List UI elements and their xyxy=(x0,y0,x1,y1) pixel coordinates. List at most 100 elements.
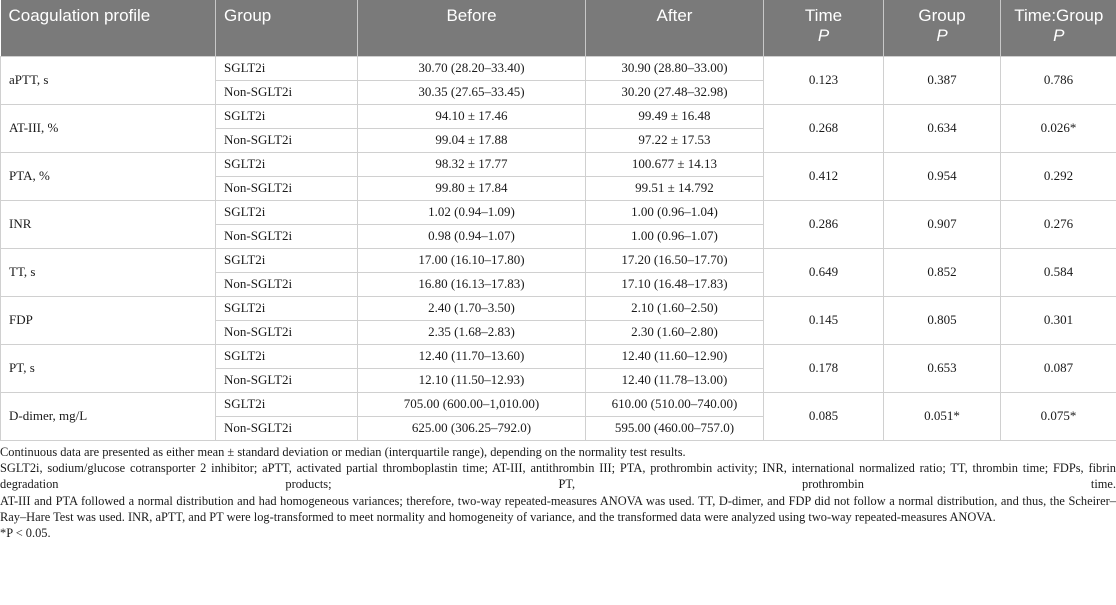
cell-after: 610.00 (510.00–740.00) xyxy=(585,391,764,417)
cell-group: Non-SGLT2i xyxy=(215,367,358,393)
cell-profile: PT, s xyxy=(0,343,216,393)
table-row: Non-SGLT2i 16.80 (16.13–17.83) 17.10 (16… xyxy=(1,271,1116,297)
header-group: Group xyxy=(215,0,358,56)
cell-group-p: 0.634 xyxy=(883,103,1001,153)
cell-interaction-p: 0.075* xyxy=(1000,391,1116,441)
cell-before: 705.00 (600.00–1,010.00) xyxy=(357,391,586,417)
table-row: Non-SGLT2i 30.35 (27.65–33.45) 30.20 (27… xyxy=(1,79,1116,105)
header-group-p-sub: P xyxy=(936,26,948,45)
cell-after: 2.10 (1.60–2.50) xyxy=(585,295,764,321)
header-time-p: Time P xyxy=(763,0,884,56)
header-time-label: Time xyxy=(804,6,843,25)
cell-group: Non-SGLT2i xyxy=(215,223,358,249)
cell-interaction-p: 0.026* xyxy=(1000,103,1116,153)
table-row: aPTT, s SGLT2i 30.70 (28.20–33.40) 30.90… xyxy=(0,55,1116,105)
header-group-p: Group P xyxy=(883,0,1001,56)
cell-after: 12.40 (11.60–12.90) xyxy=(585,343,764,369)
cell-time-p: 0.085 xyxy=(763,391,884,441)
cell-before: 94.10 ± 17.46 xyxy=(357,103,586,129)
cell-time-p: 0.123 xyxy=(763,55,884,105)
cell-profile: AT-III, % xyxy=(0,103,216,153)
table-row: Non-SGLT2i 99.04 ± 17.88 97.22 ± 17.53 xyxy=(1,127,1116,153)
cell-after: 30.90 (28.80–33.00) xyxy=(585,55,764,81)
cell-profile: TT, s xyxy=(0,247,216,297)
header-time-p-label: P xyxy=(817,26,830,45)
cell-group: SGLT2i xyxy=(215,151,358,177)
cell-before: 12.10 (11.50–12.93) xyxy=(357,367,586,393)
table-row: INR SGLT2i 1.02 (0.94–1.09) 1.00 (0.96–1… xyxy=(0,199,1116,249)
table-row: PTA, % SGLT2i 98.32 ± 17.77 100.677 ± 14… xyxy=(0,151,1116,201)
cell-group-p: 0.954 xyxy=(883,151,1001,201)
cell-after: 97.22 ± 17.53 xyxy=(585,127,764,153)
table-row: FDP SGLT2i 2.40 (1.70–3.50) 2.10 (1.60–2… xyxy=(0,295,1116,345)
cell-group-p: 0.852 xyxy=(883,247,1001,297)
cell-profile: aPTT, s xyxy=(0,55,216,105)
cell-after: 100.677 ± 14.13 xyxy=(585,151,764,177)
cell-time-p: 0.412 xyxy=(763,151,884,201)
table-row: TT, s SGLT2i 17.00 (16.10–17.80) 17.20 (… xyxy=(0,247,1116,297)
table-body: aPTT, s SGLT2i 30.70 (28.20–33.40) 30.90… xyxy=(0,55,1116,441)
cell-before: 2.35 (1.68–2.83) xyxy=(357,319,586,345)
cell-after: 30.20 (27.48–32.98) xyxy=(585,79,764,105)
table-row: PT, s SGLT2i 12.40 (11.70–13.60) 12.40 (… xyxy=(0,343,1116,393)
cell-before: 16.80 (16.13–17.83) xyxy=(357,271,586,297)
table-row: D-dimer, mg/L SGLT2i 705.00 (600.00–1,01… xyxy=(0,391,1116,441)
cell-after: 2.30 (1.60–2.80) xyxy=(585,319,764,345)
cell-profile: PTA, % xyxy=(0,151,216,201)
header-interaction-sub: P xyxy=(1053,26,1065,45)
table-footnotes: Continuous data are presented as either … xyxy=(0,444,1116,541)
cell-before: 1.02 (0.94–1.09) xyxy=(357,199,586,225)
header-coagulation-profile: Coagulation profile xyxy=(0,0,216,56)
cell-before: 99.04 ± 17.88 xyxy=(357,127,586,153)
cell-group: SGLT2i xyxy=(215,295,358,321)
table-row: Non-SGLT2i 625.00 (306.25–792.0) 595.00 … xyxy=(1,415,1116,441)
table-row: Non-SGLT2i 99.80 ± 17.84 99.51 ± 14.792 xyxy=(1,175,1116,201)
cell-group: Non-SGLT2i xyxy=(215,271,358,297)
table-row: Non-SGLT2i 0.98 (0.94–1.07) 1.00 (0.96–1… xyxy=(1,223,1116,249)
footnote-statistical-methods: AT-III and PTA followed a normal distrib… xyxy=(0,493,1116,524)
cell-after: 12.40 (11.78–13.00) xyxy=(585,367,764,393)
cell-group-p: 0.653 xyxy=(883,343,1001,393)
cell-before: 99.80 ± 17.84 xyxy=(357,175,586,201)
header-interaction-label: Time:Group xyxy=(1014,6,1104,25)
cell-group-p: 0.907 xyxy=(883,199,1001,249)
cell-before: 0.98 (0.94–1.07) xyxy=(357,223,586,249)
cell-before: 2.40 (1.70–3.50) xyxy=(357,295,586,321)
cell-before: 625.00 (306.25–792.0) xyxy=(357,415,586,441)
cell-profile: FDP xyxy=(0,295,216,345)
cell-time-p: 0.649 xyxy=(763,247,884,297)
header-row: Coagulation profile Group Before After T… xyxy=(0,0,1116,56)
cell-interaction-p: 0.301 xyxy=(1000,295,1116,345)
header-before: Before xyxy=(357,0,586,56)
footnote-abbreviations: SGLT2i, sodium/glucose cotransporter 2 i… xyxy=(0,461,1116,492)
cell-after: 595.00 (460.00–757.0) xyxy=(585,415,764,441)
cell-profile: D-dimer, mg/L xyxy=(0,391,216,441)
cell-group: SGLT2i xyxy=(215,247,358,273)
cell-group: Non-SGLT2i xyxy=(215,127,358,153)
cell-interaction-p: 0.087 xyxy=(1000,343,1116,393)
cell-group-p: 0.051* xyxy=(883,391,1001,441)
cell-interaction-p: 0.276 xyxy=(1000,199,1116,249)
cell-time-p: 0.286 xyxy=(763,199,884,249)
header-interaction-p: Time:Group P xyxy=(1000,0,1116,56)
cell-interaction-p: 0.292 xyxy=(1000,151,1116,201)
cell-time-p: 0.145 xyxy=(763,295,884,345)
cell-group: Non-SGLT2i xyxy=(215,319,358,345)
table-row: Non-SGLT2i 2.35 (1.68–2.83) 2.30 (1.60–2… xyxy=(1,319,1116,345)
cell-group: Non-SGLT2i xyxy=(215,175,358,201)
cell-after: 17.10 (16.48–17.83) xyxy=(585,271,764,297)
table-row: AT-III, % SGLT2i 94.10 ± 17.46 99.49 ± 1… xyxy=(0,103,1116,153)
header-after: After xyxy=(585,0,764,56)
cell-group: SGLT2i xyxy=(215,391,358,417)
cell-before: 17.00 (16.10–17.80) xyxy=(357,247,586,273)
cell-group: SGLT2i xyxy=(215,55,358,81)
cell-group: SGLT2i xyxy=(215,199,358,225)
cell-after: 99.49 ± 16.48 xyxy=(585,103,764,129)
footnote-data-presentation: Continuous data are presented as either … xyxy=(0,445,686,459)
cell-before: 12.40 (11.70–13.60) xyxy=(357,343,586,369)
cell-before: 30.70 (28.20–33.40) xyxy=(357,55,586,81)
cell-group-p: 0.387 xyxy=(883,55,1001,105)
cell-group: Non-SGLT2i xyxy=(215,415,358,441)
cell-time-p: 0.178 xyxy=(763,343,884,393)
table-row: Non-SGLT2i 12.10 (11.50–12.93) 12.40 (11… xyxy=(1,367,1116,393)
